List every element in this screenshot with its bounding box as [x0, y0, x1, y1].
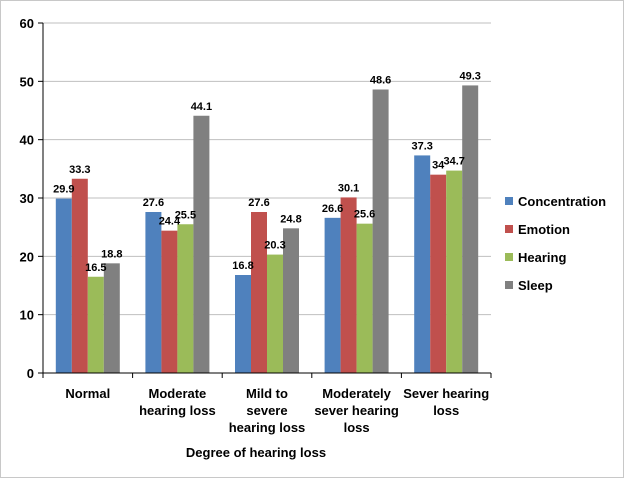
data-label: 30.1 — [338, 182, 359, 194]
legend-swatch — [505, 197, 513, 205]
legend-label: Hearing — [518, 250, 566, 265]
bar — [283, 228, 299, 373]
category-label-line: severe — [246, 403, 287, 418]
legend: Concentration Emotion Hearing Sleep — [505, 194, 606, 293]
data-label: 49.3 — [459, 70, 480, 82]
category-label: Moderately sever hearing loss — [314, 386, 399, 435]
data-label: 37.3 — [411, 140, 432, 152]
bar — [71, 178, 88, 373]
data-label: 24.8 — [280, 213, 301, 225]
x-axis-title: Degree of hearing loss — [186, 445, 326, 460]
y-tick-label: 10 — [20, 308, 34, 323]
y-tick-label: 20 — [20, 249, 34, 264]
y-tick-label: 60 — [20, 16, 34, 31]
bar — [462, 85, 479, 374]
bar — [103, 263, 120, 373]
bar — [87, 276, 104, 373]
y-tick-label: 50 — [20, 74, 34, 89]
data-label: 27.6 — [248, 197, 269, 209]
category-label-line: Sever hearing — [403, 386, 489, 401]
bar — [193, 115, 210, 373]
legend-swatch — [505, 253, 513, 261]
category-label-line: sever hearing — [314, 403, 399, 418]
category-label-line: hearing loss — [139, 403, 216, 418]
data-label: 34 — [432, 160, 445, 172]
category-label-line: Moderately — [322, 386, 391, 401]
bar — [414, 155, 431, 373]
data-label: 26.6 — [322, 203, 343, 215]
bars — [55, 85, 479, 374]
y-axis-ticks: 0 10 20 30 40 50 60 — [20, 16, 43, 381]
bar — [340, 197, 357, 373]
category-label-line: Moderate — [149, 386, 207, 401]
data-label: 33.3 — [69, 164, 90, 176]
bar — [177, 224, 194, 373]
data-label: 29.9 — [53, 184, 74, 196]
legend-swatch — [505, 281, 513, 289]
data-label: 18.8 — [101, 248, 122, 260]
category-label: Sever hearing loss — [403, 386, 489, 418]
bar — [356, 223, 373, 373]
category-label-line: loss — [344, 420, 370, 435]
bar — [446, 170, 463, 373]
data-labels: 29.9 33.3 16.5 18.8 27.6 24.425.5 44.1 16.8 27.6… — [53, 70, 481, 273]
data-label: 27.6 — [143, 197, 164, 209]
category-label-line: loss — [433, 403, 459, 418]
bar — [267, 254, 283, 373]
bar — [145, 212, 162, 373]
axes — [42, 23, 492, 378]
category-label: Mild to severe hearing loss — [229, 386, 306, 435]
data-label: 16.8 — [232, 260, 253, 272]
data-label: 25.5 — [175, 209, 196, 221]
data-label: 48.6 — [370, 75, 391, 87]
data-label: 34.7 — [443, 156, 464, 168]
bar — [324, 217, 341, 373]
y-tick-label: 30 — [20, 191, 34, 206]
bar — [235, 275, 251, 373]
data-label: 44.1 — [191, 101, 212, 113]
category-label-line: Normal — [65, 386, 110, 401]
bar — [430, 174, 447, 373]
category-label: Normal — [65, 386, 110, 401]
y-tick-label: 0 — [27, 366, 34, 381]
legend-label: Concentration — [518, 194, 606, 209]
category-label-line: hearing loss — [229, 420, 306, 435]
y-tick-label: 40 — [20, 133, 34, 148]
data-label: 24.4 — [159, 216, 181, 228]
bar — [161, 230, 178, 373]
bar — [55, 198, 72, 373]
data-label: 25.6 — [354, 209, 375, 221]
bar — [372, 89, 389, 373]
data-label: 20.3 — [264, 240, 285, 252]
category-label-line: Mild to — [246, 386, 288, 401]
legend-label: Emotion — [518, 222, 570, 237]
data-label: 16.5 — [85, 262, 106, 274]
bar — [251, 212, 267, 373]
legend-label: Sleep — [518, 278, 553, 293]
category-label: Moderate hearing loss — [139, 386, 216, 418]
x-axis-categories: Normal Moderate hearing loss Mild to severe h… — [65, 386, 489, 435]
legend-swatch — [505, 225, 513, 233]
